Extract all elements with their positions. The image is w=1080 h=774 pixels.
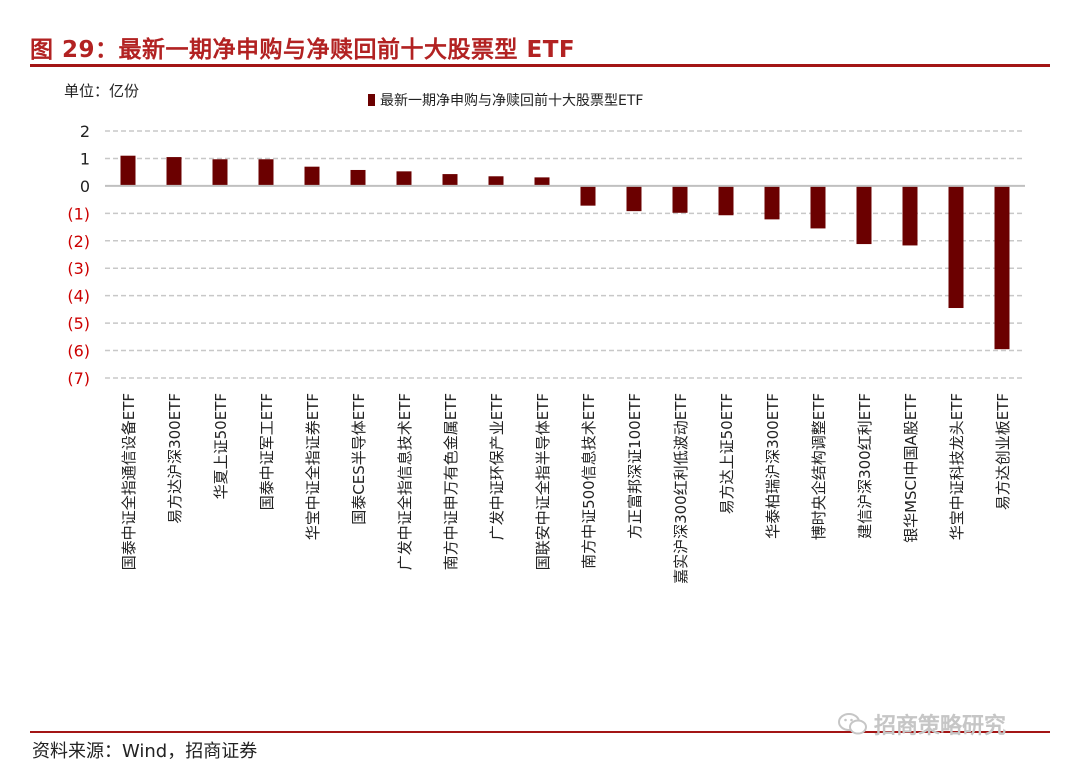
- y-tick-label: (6): [67, 342, 90, 361]
- bar: [212, 159, 228, 186]
- x-tick-label: 易方达创业板ETF: [994, 393, 1012, 510]
- grid-lines: [105, 130, 1025, 379]
- bar: [902, 185, 918, 246]
- bar: [488, 176, 504, 186]
- watermark: 招商策略研究: [838, 708, 1006, 740]
- y-tick-label: (3): [67, 259, 90, 278]
- y-tick-label: 1: [80, 149, 90, 168]
- bar: [120, 155, 136, 186]
- x-tick-label: 易方达上证50ETF: [718, 393, 736, 514]
- bar: [626, 185, 642, 212]
- bar: [672, 185, 688, 213]
- x-tick-label: 银华MSCI中国A股ETF: [902, 393, 920, 543]
- y-tick-label: 0: [80, 177, 90, 196]
- bar: [304, 166, 320, 186]
- bar: [994, 185, 1010, 350]
- bar: [350, 169, 366, 186]
- x-tick-label: 方正富邦深证100ETF: [626, 393, 644, 539]
- chart-legend: 最新一期净申购与净赎回前十大股票型ETF: [368, 90, 643, 110]
- bar: [534, 177, 550, 186]
- title-rule: [30, 64, 1050, 67]
- y-tick-label: 2: [80, 122, 90, 141]
- bar: [948, 185, 964, 309]
- bar: [810, 185, 826, 229]
- bars: [120, 155, 1010, 350]
- x-tick-label: 博时央企结构调整ETF: [810, 393, 828, 540]
- bar: [396, 171, 412, 186]
- x-tick-label: 华泰柏瑞沪深300ETF: [764, 393, 782, 539]
- x-tick-label: 易方达沪深300ETF: [166, 393, 184, 524]
- legend-label: 最新一期净申购与净赎回前十大股票型ETF: [380, 93, 644, 109]
- bar: [856, 185, 872, 245]
- x-tick-label: 华夏上证50ETF: [212, 393, 230, 499]
- bar-chart: 2 1 0 (1) (2) (3) (4) (5) (6) (7) 国泰中证全指通信设备ETF 易方…: [67, 122, 1025, 584]
- legend-swatch: [368, 94, 375, 106]
- bar: [258, 159, 274, 186]
- y-tick-label: (4): [67, 287, 90, 306]
- x-tick-label: 广发中证全指信息技术ETF: [396, 393, 414, 570]
- bottom-rule: [30, 731, 1050, 733]
- x-tick-label: 南方中证申万有色金属ETF: [442, 393, 460, 570]
- figure-title: 图 29：最新一期净申购与净赎回前十大股票型 ETF: [30, 37, 576, 63]
- x-tick-label: 国泰CES半导体ETF: [350, 393, 368, 525]
- x-tick-labels: 国泰中证全指通信设备ETF 易方达沪深300ETF 华夏上证50ETF 国泰中证军工E…: [120, 393, 1012, 584]
- x-tick-label: 嘉实沪深300红利低波动ETF: [672, 393, 690, 584]
- bar: [718, 185, 734, 216]
- x-tick-label: 广发中证环保产业ETF: [488, 393, 506, 540]
- watermark-text: 招商策略研究: [874, 714, 1007, 739]
- bar: [442, 174, 458, 186]
- y-tick-label: (2): [67, 232, 90, 251]
- y-tick-label: (1): [67, 204, 90, 223]
- bar: [764, 185, 780, 220]
- wechat-icon: [838, 713, 867, 735]
- x-tick-label: 华宝中证全指证券ETF: [304, 393, 322, 540]
- y-tick-labels: 2 1 0 (1) (2) (3) (4) (5) (6) (7): [67, 122, 90, 388]
- bar: [166, 157, 182, 186]
- source-note: 资料来源：Wind，招商证券: [32, 741, 258, 762]
- x-tick-label: 华宝中证科技龙头ETF: [948, 393, 966, 540]
- x-tick-label: 国联安中证全指半导体ETF: [534, 393, 552, 570]
- y-tick-label: (7): [67, 369, 90, 388]
- x-tick-label: 国泰中证军工ETF: [258, 393, 276, 510]
- y-tick-label: (5): [67, 314, 90, 333]
- x-tick-label: 建信沪深300红利ETF: [856, 393, 874, 539]
- x-tick-label: 国泰中证全指通信设备ETF: [120, 393, 138, 570]
- bar: [580, 185, 596, 206]
- x-tick-label: 南方中证500信息技术ETF: [580, 393, 598, 569]
- unit-label: 单位：亿份: [64, 82, 140, 100]
